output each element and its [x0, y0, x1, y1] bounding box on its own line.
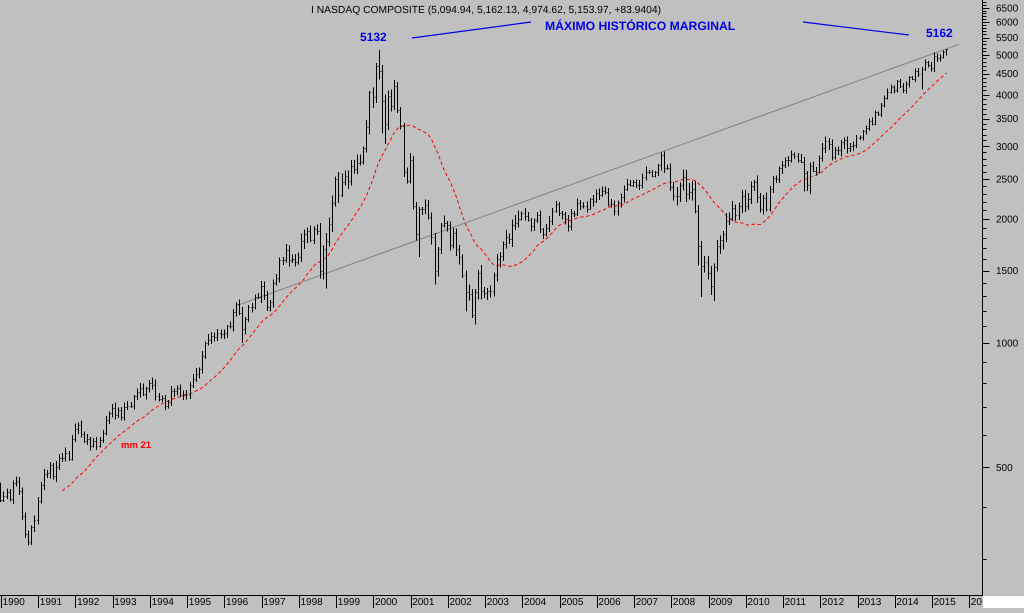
svg-text:2001: 2001: [412, 597, 435, 608]
svg-text:2014: 2014: [896, 597, 919, 608]
svg-text:mm 21: mm 21: [121, 440, 152, 451]
svg-text:2002: 2002: [450, 597, 473, 608]
svg-text:2004: 2004: [524, 597, 547, 608]
svg-text:2006: 2006: [598, 597, 621, 608]
svg-text:2011: 2011: [785, 597, 807, 608]
svg-text:MÁXIMO HISTÓRICO MARGINAL: MÁXIMO HISTÓRICO MARGINAL: [545, 19, 736, 33]
svg-text:5500: 5500: [996, 33, 1019, 44]
svg-text:2500: 2500: [996, 175, 1019, 186]
svg-text:1998: 1998: [301, 597, 324, 608]
svg-text:500: 500: [996, 463, 1013, 474]
svg-text:5162: 5162: [926, 26, 953, 40]
svg-text:1994: 1994: [152, 597, 175, 608]
svg-text:2009: 2009: [710, 597, 733, 608]
svg-text:2010: 2010: [747, 597, 770, 608]
svg-text:1000: 1000: [996, 339, 1019, 350]
svg-text:3000: 3000: [996, 142, 1019, 153]
svg-text:1999: 1999: [338, 597, 361, 608]
svg-text:4500: 4500: [996, 69, 1019, 80]
svg-text:5132: 5132: [360, 30, 387, 44]
svg-text:1991: 1991: [40, 597, 63, 608]
svg-text:2005: 2005: [561, 597, 584, 608]
svg-text:4000: 4000: [996, 90, 1019, 101]
svg-text:6000: 6000: [996, 18, 1019, 29]
svg-text:2000: 2000: [375, 597, 398, 608]
svg-text:1997: 1997: [263, 597, 286, 608]
svg-text:1990: 1990: [3, 597, 26, 608]
svg-text:2007: 2007: [636, 597, 659, 608]
svg-text:6500: 6500: [996, 3, 1019, 14]
svg-text:1992: 1992: [77, 597, 100, 608]
svg-text:5000: 5000: [996, 50, 1019, 61]
svg-text:1500: 1500: [996, 266, 1019, 277]
svg-text:2013: 2013: [859, 597, 882, 608]
svg-text:2012: 2012: [822, 597, 845, 608]
svg-text:1996: 1996: [226, 597, 249, 608]
svg-text:2008: 2008: [673, 597, 696, 608]
svg-text:2003: 2003: [487, 597, 510, 608]
svg-text:I NASDAQ COMPOSITE (5,094.94,: I NASDAQ COMPOSITE (5,094.94, 5,162.13, …: [311, 5, 661, 16]
svg-text:2000: 2000: [996, 215, 1019, 226]
svg-text:3500: 3500: [996, 114, 1019, 125]
svg-text:2015: 2015: [934, 597, 957, 608]
svg-text:1993: 1993: [114, 597, 137, 608]
svg-text:1995: 1995: [189, 597, 212, 608]
svg-text:20: 20: [971, 597, 983, 608]
